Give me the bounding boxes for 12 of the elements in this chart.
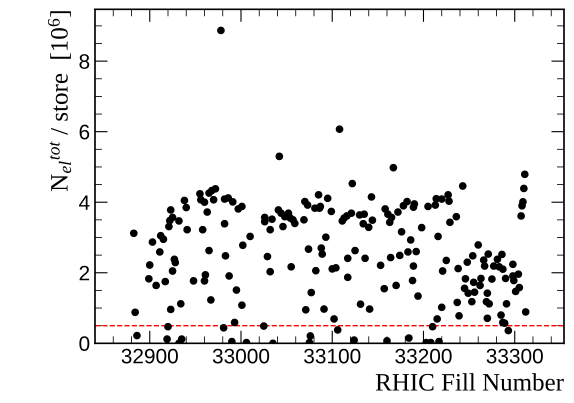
x-tick-label: 33200 bbox=[395, 348, 452, 364]
x-tick-label: 33000 bbox=[212, 348, 270, 364]
y-tick-label: 4 bbox=[79, 195, 90, 210]
x-tick-label: 33100 bbox=[304, 348, 360, 364]
y-tick-label: 6 bbox=[80, 124, 90, 140]
x-tick-label: 33300 bbox=[486, 348, 543, 364]
y-tick-label: 0 bbox=[79, 336, 90, 352]
x-axis-title: RHIC Fill Number bbox=[376, 373, 564, 391]
y-tick-label: 8 bbox=[79, 54, 90, 69]
y-axis-title: N$_{el}$$^{tot}$ / store [10$^{6}$] bbox=[48, 11, 72, 192]
y-tick-label: 2 bbox=[80, 266, 90, 280]
x-tick-label: 32900 bbox=[122, 348, 178, 364]
